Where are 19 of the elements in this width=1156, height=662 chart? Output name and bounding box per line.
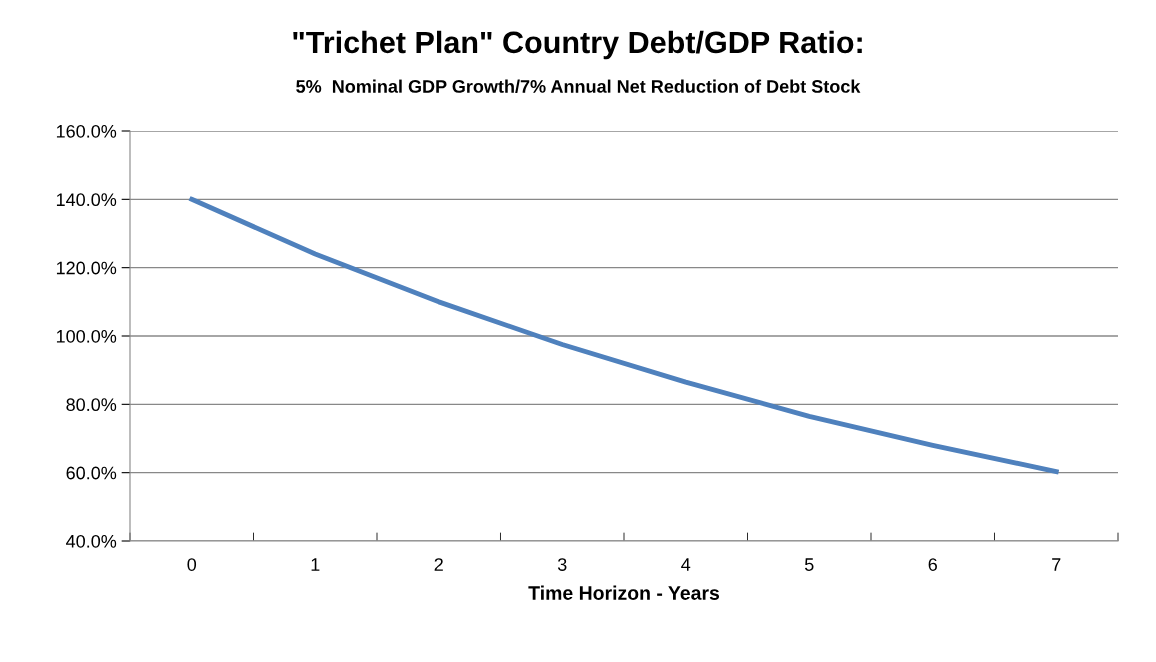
- y-tick-label: 80.0%: [66, 398, 117, 412]
- x-tick-label: 5: [804, 558, 814, 571]
- y-tick-label: 160.0%: [56, 124, 117, 138]
- x-tick-label: 3: [557, 558, 567, 571]
- chart-title: "Trichet Plan" Country Debt/GDP Ratio:: [293, 30, 862, 60]
- x-tick-label: 6: [928, 558, 937, 571]
- x-tick-label: 2: [434, 558, 443, 571]
- y-tick-label: 60.0%: [66, 466, 117, 480]
- y-tick-label: 120.0%: [56, 261, 117, 275]
- x-tick-label: 1: [311, 558, 320, 571]
- y-tick-label: 140.0%: [56, 193, 117, 207]
- x-tick-label: 4: [681, 558, 691, 571]
- x-tick-label: 0: [187, 558, 197, 571]
- chart-subtitle: 5% Nominal GDP Growth/7% Annual Net Reduction of Debt Stock: [296, 79, 861, 94]
- y-tick-label: 100.0%: [56, 329, 117, 343]
- line-series: [189, 196, 1059, 475]
- x-axis-title: Time Horizon - Years: [528, 585, 720, 600]
- y-tick-label: 40.0%: [66, 534, 117, 548]
- x-tick-label: 7: [1052, 558, 1061, 571]
